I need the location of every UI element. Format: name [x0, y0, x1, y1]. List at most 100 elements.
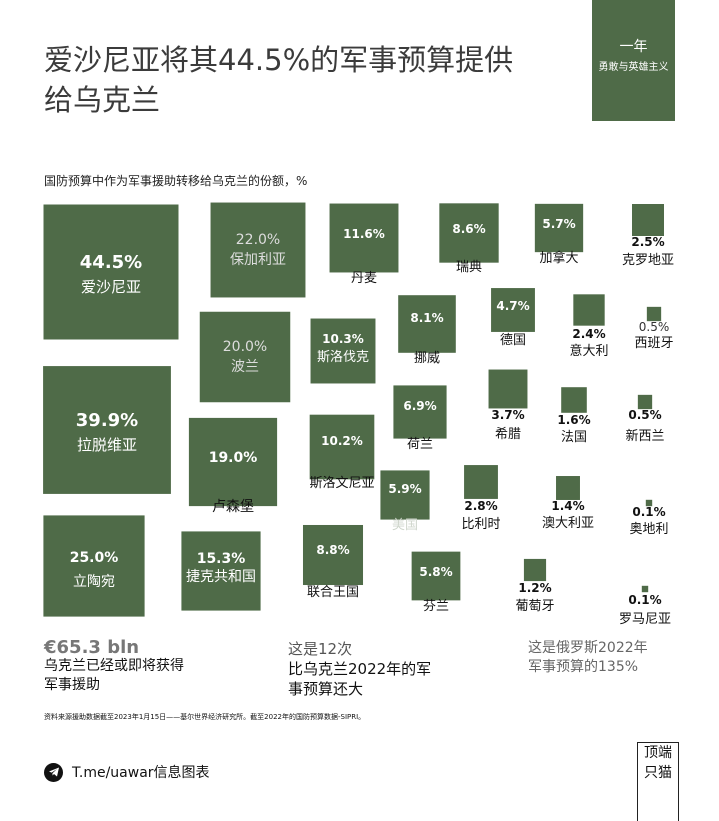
country-label: 捷克共和国: [186, 569, 256, 585]
telegram-link[interactable]: T.me/uawar信息图表: [44, 762, 210, 782]
treemap-cell-3: 25.0% 立陶宛: [43, 515, 145, 617]
value-label: 2.5%: [631, 235, 664, 249]
source-note: 资料来源援助数据截至2023年1月15日——基尔世界经济研究所。截至2022年的…: [44, 713, 366, 721]
treemap-cell-26: 0.5% 西班牙: [634, 306, 674, 351]
treemap-cell-13: 8.1% 挪威: [398, 295, 456, 366]
value-square: [645, 499, 653, 507]
value-square: [411, 551, 461, 601]
ratio-text3: 事预算还大: [288, 680, 364, 698]
treemap-cell-1: 44.5% 爱沙尼亚: [43, 204, 179, 340]
value-square: [523, 558, 547, 582]
country-label: 芬兰: [423, 599, 449, 614]
treemap-cell-25: 1.2% 葡萄牙: [515, 558, 555, 614]
telegram-text: T.me/uawar信息图表: [72, 765, 210, 781]
value-square: [210, 202, 306, 298]
value-label: 0.1%: [632, 505, 665, 519]
country-label: 联合王国: [307, 585, 359, 600]
treemap-cell-16: 5.8% 芬兰: [411, 551, 461, 614]
treemap-cell-18: 4.7% 德国: [491, 288, 535, 348]
treemap-cell-28: 0.1% 奥地利: [629, 499, 669, 537]
treemap-cell-22: 2.4% 意大利: [569, 294, 609, 359]
corner-line2: 只猫: [644, 765, 672, 781]
treemap-cell-8: 11.6% 丹麦: [329, 203, 399, 286]
aid-total-text1: 乌克兰已经或即将获得: [44, 658, 184, 674]
value-label: 10.2%: [321, 434, 363, 448]
treemap-cell-12: 8.6% 瑞典: [439, 203, 499, 275]
value-square: [561, 387, 587, 413]
value-square: [393, 385, 447, 439]
country-label: 斯洛伐克: [317, 350, 369, 365]
aid-total-text2: 军事援助: [44, 677, 100, 693]
badge-line1: 一年: [619, 39, 648, 55]
value-label: 20.0%: [223, 339, 267, 355]
value-label: 4.7%: [496, 299, 529, 313]
value-label: 2.8%: [464, 499, 497, 513]
treemap-cell-5: 20.0% 波兰: [199, 311, 291, 403]
country-label: 卢森堡: [212, 499, 254, 515]
value-label: 0.1%: [628, 593, 661, 607]
chart-title: 国防预算中作为军事援助转移给乌克兰的份额，%: [44, 174, 308, 188]
value-square: [439, 203, 499, 263]
value-square: [488, 369, 528, 409]
treemap-chart: 44.5% 爱沙尼亚 39.9% 拉脱维亚 25.0% 立陶宛 22.0% 保加利亚 20.0%…: [43, 202, 674, 627]
country-label: 奥地利: [629, 522, 668, 537]
country-label: 克罗地亚: [622, 253, 674, 268]
treemap-cell-11: 8.8% 联合王国: [302, 524, 364, 600]
value-square: [309, 414, 375, 480]
value-square: [43, 366, 171, 494]
country-label: 波兰: [231, 359, 259, 375]
value-square: [534, 203, 584, 253]
treemap-cell-19: 3.7% 希腊: [488, 369, 528, 442]
ratio-text1: 这是12次: [288, 640, 353, 658]
treemap-cell-2: 39.9% 拉脱维亚: [43, 366, 171, 494]
country-label: 罗马尼亚: [619, 612, 671, 627]
value-square: [641, 585, 649, 593]
value-label: 15.3%: [197, 551, 246, 567]
country-label: 美国: [392, 518, 418, 533]
treemap-cell-7: 15.3% 捷克共和国: [181, 531, 261, 611]
value-label: 22.0%: [236, 232, 280, 248]
treemap-cell-6: 19.0% 卢森堡: [188, 417, 278, 515]
value-square: [573, 294, 605, 326]
value-label: 25.0%: [70, 550, 119, 566]
value-label: 5.7%: [542, 217, 575, 231]
value-label: 0.5%: [628, 408, 661, 422]
value-square: [43, 515, 145, 617]
treemap-cell-14: 6.9% 荷兰: [393, 385, 447, 452]
value-label: 5.8%: [419, 565, 452, 579]
treemap-cell-21: 2.5% 克罗地亚: [622, 204, 674, 268]
country-label: 澳大利亚: [542, 515, 594, 531]
russia-text2: 军事预算的135%: [528, 659, 639, 675]
country-label: 西班牙: [634, 336, 673, 351]
aid-total-value: €65.3 bln: [44, 637, 140, 658]
treemap-cell-24: 1.4% 澳大利亚: [542, 476, 594, 531]
country-label: 爱沙尼亚: [81, 278, 141, 296]
treemap-cell-23: 1.6% 法国: [557, 387, 591, 445]
country-label: 荷兰: [407, 437, 433, 452]
treemap-cell-10: 10.2% 斯洛文尼亚: [309, 414, 375, 491]
value-label: 19.0%: [209, 450, 258, 466]
treemap-cell-29: 0.1% 罗马尼亚: [619, 585, 671, 627]
country-label: 德国: [500, 333, 526, 348]
treemap-cell-20: 2.8% 比利时: [461, 465, 501, 532]
country-label: 比利时: [461, 517, 500, 532]
country-label: 希腊: [495, 427, 521, 442]
treemap-cell-17: 5.7% 加拿大: [534, 203, 584, 266]
country-label: 葡萄牙: [515, 599, 554, 614]
country-label: 立陶宛: [73, 574, 115, 590]
value-label: 8.1%: [410, 311, 443, 325]
treemap-cell-9: 10.3% 斯洛伐克: [310, 318, 376, 384]
value-label: 10.3%: [322, 332, 364, 346]
value-square: [188, 417, 278, 507]
corner-watermark: 顶端 只猫: [637, 742, 679, 821]
country-label: 瑞典: [456, 260, 482, 275]
anniversary-badge: 一年 勇敢与英雄主义: [592, 0, 675, 121]
aid-total-stat: €65.3 bln 乌克兰已经或即将获得 军事援助: [44, 638, 184, 695]
value-label: 6.9%: [403, 399, 436, 413]
value-label: 2.4%: [572, 327, 605, 341]
value-label: 39.9%: [76, 410, 138, 431]
value-square: [181, 531, 261, 611]
treemap-cell-15: 5.9% 美国: [380, 470, 430, 533]
country-label: 加拿大: [539, 250, 578, 266]
country-label: 法国: [561, 430, 587, 445]
